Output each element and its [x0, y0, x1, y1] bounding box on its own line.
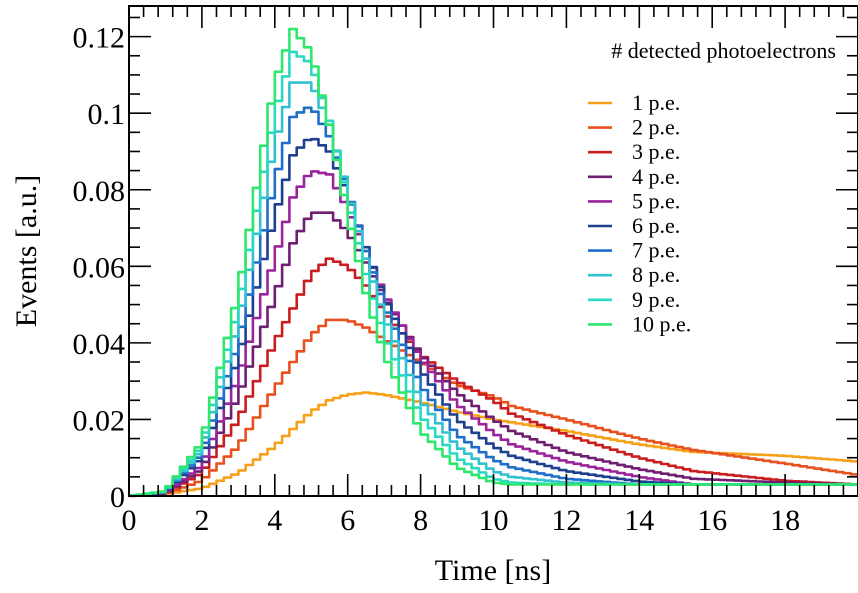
x-tick-label: 6	[340, 504, 355, 537]
legend-title: # detected photoelectrons	[611, 38, 836, 63]
x-tick-label: 2	[194, 504, 209, 537]
x-tick-label: 18	[770, 504, 800, 537]
legend-label: 8 p.e.	[632, 262, 680, 287]
legend-label: 10 p.e.	[632, 311, 691, 336]
legend-label: 6 p.e.	[632, 213, 680, 238]
x-tick-label: 16	[697, 504, 727, 537]
legend-label: 7 p.e.	[632, 238, 680, 263]
legend-label: 4 p.e.	[632, 164, 680, 189]
legend-label: 1 p.e.	[632, 90, 680, 115]
x-tick-label: 8	[413, 504, 428, 537]
axes-layer: 0 2 4 6 8 10 12 14 16 18 0 0.02 0.04 0.06 0.08 0.1 0.12	[73, 6, 858, 537]
x-tick-label: 10	[479, 504, 509, 537]
x-tick-label: 4	[267, 504, 282, 537]
x-tick-label: 0	[122, 504, 137, 537]
y-tick-label: 0.1	[88, 98, 126, 131]
series-line-4-pe	[129, 211, 858, 497]
legend-label: 2 p.e.	[632, 115, 680, 140]
legend-label: 5 p.e.	[632, 188, 680, 213]
series-layer	[129, 27, 858, 498]
series-line-10-pe	[129, 27, 858, 497]
legend: # detected photoelectrons 1 p.e.2 p.e.3 …	[588, 38, 836, 336]
series-line-6-pe	[129, 137, 858, 497]
y-tick-label: 0.04	[73, 328, 126, 361]
y-tick-label: 0.12	[73, 22, 126, 55]
x-tick-label: 14	[624, 504, 654, 537]
legend-label: 3 p.e.	[632, 139, 680, 164]
y-tick-label: 0.02	[73, 404, 126, 437]
legend-label: 9 p.e.	[632, 287, 680, 312]
series-line-2-pe	[129, 318, 858, 498]
series-line-3-pe	[129, 257, 858, 498]
x-axis-title: Time [ns]	[435, 554, 551, 587]
y-axis-title: Events [a.u.]	[10, 175, 43, 327]
x-tick-label: 12	[551, 504, 581, 537]
y-tick-label: 0.06	[73, 251, 126, 284]
y-tick-label: 0.08	[73, 175, 126, 208]
series-line-5-pe	[129, 170, 858, 497]
y-tick-label: 0	[110, 481, 125, 514]
